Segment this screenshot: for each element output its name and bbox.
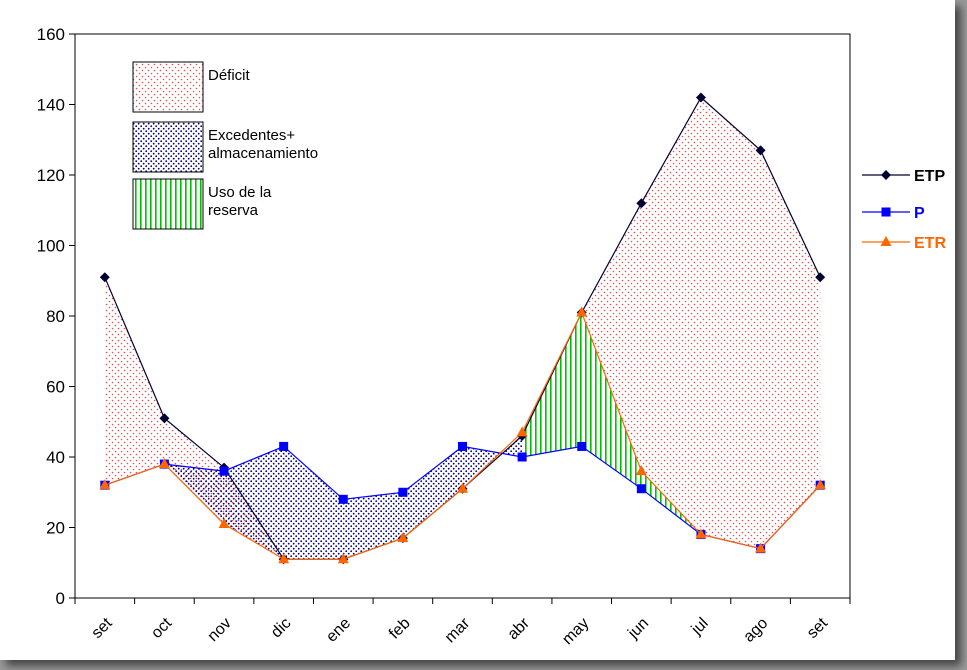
y-tick-label: 40	[46, 448, 65, 467]
y-tick-label: 0	[56, 589, 65, 608]
reserve-use-area	[522, 312, 701, 535]
area-fills	[104, 97, 821, 560]
x-tick-label: set	[804, 614, 832, 642]
area-legend-item: Excedentes+ almacenamiento	[132, 121, 318, 173]
area-legend-swatch	[132, 178, 204, 230]
area-legend-item: Uso de la reserva	[132, 178, 272, 230]
x-tick-label: dic	[268, 615, 294, 641]
x-tick-label: feb	[386, 615, 414, 643]
area-legend-label: Déficit	[208, 67, 251, 84]
data-point	[338, 494, 348, 504]
excess-storage-area	[164, 432, 523, 560]
series-lines	[99, 92, 826, 565]
data-point	[99, 479, 111, 490]
x-tick-label: set	[89, 614, 117, 642]
data-point	[458, 441, 467, 451]
data-point	[159, 413, 170, 424]
area-legend: Déficit Excedentes+ almacenamiento Uso de l…	[132, 61, 318, 230]
y-tick-label: 60	[46, 378, 65, 397]
series-legend-item: ETP	[862, 168, 945, 185]
x-tick-label: may	[559, 615, 592, 648]
x-tick-label: ene	[323, 615, 354, 646]
data-point	[218, 517, 230, 528]
data-point	[219, 466, 229, 476]
series-legend-marker	[880, 236, 892, 246]
data-point	[755, 145, 766, 156]
data-point	[695, 528, 707, 539]
data-point	[279, 441, 289, 451]
area-legend-item: Déficit	[132, 61, 251, 113]
deficit-area	[104, 97, 821, 560]
y-tick-label: 160	[37, 25, 65, 44]
data-point	[457, 482, 468, 493]
data-point	[577, 441, 587, 451]
data-point	[398, 487, 408, 497]
y-tick-label: 100	[37, 237, 65, 256]
series-legend-marker	[881, 170, 891, 180]
series-legend-item: P	[862, 205, 925, 222]
x-tick-label: abr	[505, 614, 534, 643]
data-point	[158, 458, 170, 469]
data-point	[516, 426, 528, 437]
chart-frame: 0 20 40 60 80 100 120 140 160 set oct nov dic ene feb m…	[0, 0, 955, 660]
data-point	[517, 452, 527, 462]
data-point	[397, 532, 409, 543]
data-point	[815, 272, 826, 283]
x-tick-label: mar	[442, 614, 474, 646]
data-point	[278, 553, 290, 564]
y-tick-label: 120	[37, 166, 65, 185]
data-point	[576, 306, 588, 317]
series-legend-marker	[881, 207, 891, 217]
area-legend-label: Excedentes+ almacenamiento	[208, 127, 318, 162]
x-tick-label: ago	[741, 615, 772, 646]
data-point	[695, 92, 706, 103]
series-legend-label: ETR	[914, 235, 946, 252]
x-tick-label: jul	[688, 615, 712, 639]
series-legend-label: P	[914, 205, 925, 222]
data-point	[337, 553, 349, 564]
area-legend-swatch	[132, 61, 204, 113]
x-tick-label: jun	[624, 615, 652, 643]
data-point	[814, 479, 826, 490]
series-legend-item: ETR	[862, 235, 946, 252]
series-etr	[99, 306, 826, 564]
data-point	[755, 542, 767, 553]
data-point	[635, 465, 647, 476]
y-tick-label: 80	[46, 307, 65, 326]
x-tick-label: oct	[148, 614, 176, 642]
y-tick-label: 20	[46, 519, 65, 538]
data-point	[636, 484, 646, 494]
area-legend-swatch	[132, 121, 204, 173]
x-tick-label: nov	[205, 615, 235, 645]
y-tick-label: 140	[37, 96, 65, 115]
data-point	[636, 198, 647, 209]
series-legend-label: ETP	[914, 168, 945, 185]
area-legend-label: Uso de la reserva	[208, 184, 272, 219]
series-legend: ETP P ETR	[862, 168, 946, 252]
data-point	[99, 272, 110, 283]
